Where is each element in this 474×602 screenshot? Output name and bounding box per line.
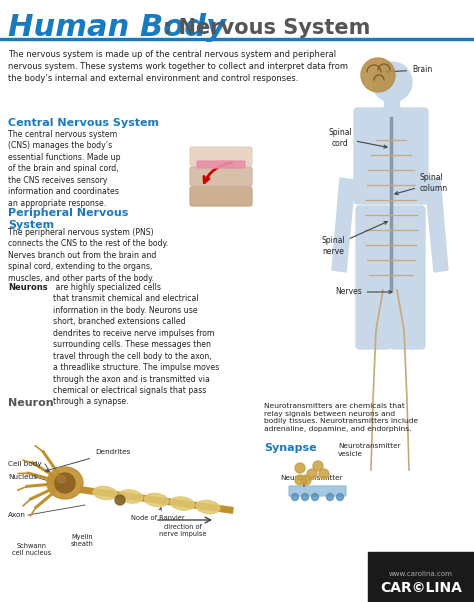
Text: The nervous system is made up of the central nervous system and peripheral
nervo: The nervous system is made up of the cen… [8,50,348,82]
Ellipse shape [196,500,220,514]
FancyBboxPatch shape [390,206,425,349]
Text: Nucleus: Nucleus [8,474,37,480]
Circle shape [311,494,319,500]
Circle shape [295,463,305,473]
Text: Spinal
column: Spinal column [395,173,448,194]
Circle shape [337,494,344,500]
Text: Dendrites: Dendrites [46,449,130,471]
FancyBboxPatch shape [190,167,252,186]
Text: The peripheral nervous system (PNS)
connects the CNS to the rest of the body.
Ne: The peripheral nervous system (PNS) conn… [8,228,168,283]
Circle shape [295,475,305,485]
Text: Neurotransmitter: Neurotransmitter [280,475,343,481]
Circle shape [327,494,334,500]
Text: direction of
nerve impulse: direction of nerve impulse [159,524,207,537]
Polygon shape [332,178,355,272]
Circle shape [292,494,299,500]
Text: CAR©LINA: CAR©LINA [380,581,462,595]
Circle shape [115,495,125,505]
Text: Cell body: Cell body [8,461,42,467]
Circle shape [372,62,412,102]
Circle shape [313,461,323,471]
Text: Central Nervous System: Central Nervous System [8,118,159,128]
Text: Peripheral Nervous
System: Peripheral Nervous System [8,208,128,229]
Text: Nerves: Nerves [335,288,392,297]
Ellipse shape [47,467,83,499]
Circle shape [307,469,317,479]
Circle shape [55,473,75,493]
Circle shape [319,469,329,479]
Circle shape [57,475,65,483]
FancyBboxPatch shape [190,187,252,206]
Text: Brain: Brain [386,66,432,75]
Circle shape [301,494,309,500]
Text: Schwann
cell nucleus: Schwann cell nucleus [12,543,52,556]
Ellipse shape [145,494,168,507]
Text: Neurons: Neurons [8,283,47,292]
Text: www.carolina.com: www.carolina.com [389,571,453,577]
Text: Synapse: Synapse [264,443,317,453]
Ellipse shape [93,486,117,500]
FancyBboxPatch shape [190,147,252,166]
Circle shape [361,58,395,92]
Text: are highly specialized cells
that transmit chemical and electrical
information i: are highly specialized cells that transm… [53,283,219,406]
Text: Axon: Axon [8,512,26,518]
Text: Spinal
cord: Spinal cord [328,128,387,148]
Polygon shape [425,178,448,272]
Ellipse shape [119,490,143,503]
FancyBboxPatch shape [197,161,245,168]
Text: Node of Ranvier: Node of Ranvier [131,507,185,521]
FancyBboxPatch shape [356,206,391,349]
Text: Myelin
sheath: Myelin sheath [71,534,93,547]
Text: Spinal
nerve: Spinal nerve [321,222,387,256]
Bar [368,552,474,602]
FancyBboxPatch shape [289,486,346,496]
Circle shape [301,475,311,485]
Text: Human Body: Human Body [8,13,226,43]
Text: The central nervous system
(CNS) manages the body’s
essential functions. Made up: The central nervous system (CNS) manages… [8,130,120,208]
Ellipse shape [170,497,194,510]
Text: Neuron: Neuron [8,398,54,408]
Bar [384,98,399,118]
Text: Neurotransmitters are chemicals that
relay signals between neurons and
bodily ti: Neurotransmitters are chemicals that rel… [264,403,418,432]
FancyBboxPatch shape [354,108,428,204]
Text: : Nervous System: : Nervous System [163,18,370,38]
Bar [0,38,474,40]
Text: Neurotransmitter
vesicle: Neurotransmitter vesicle [338,443,401,456]
